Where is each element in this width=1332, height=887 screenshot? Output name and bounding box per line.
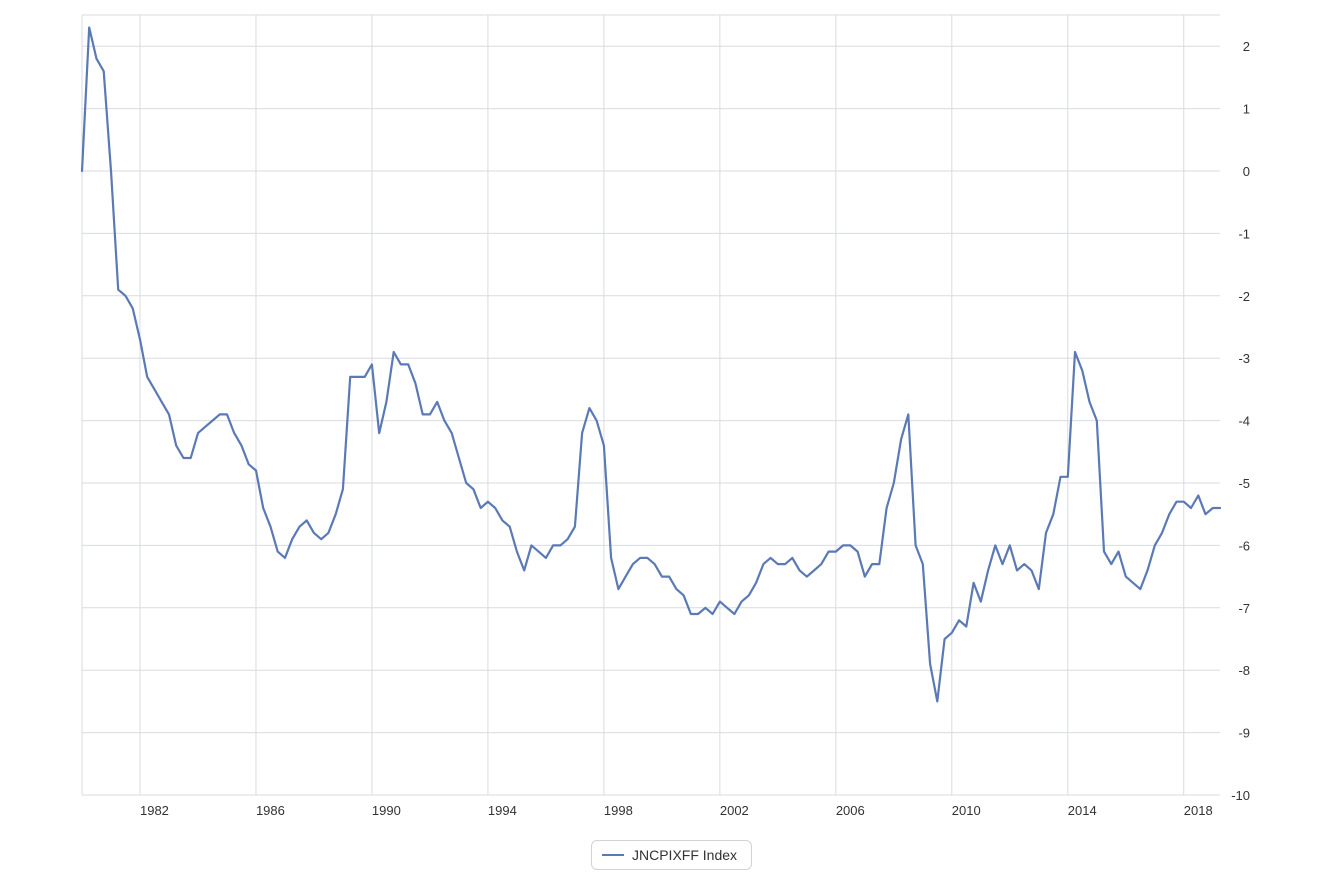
y-tick-label: -10 <box>1231 788 1250 803</box>
horizontal-gridlines <box>82 14 1220 796</box>
vertical-gridlines <box>81 15 1185 795</box>
x-tick-label: 1986 <box>256 803 285 818</box>
y-tick-label: -9 <box>1238 726 1250 741</box>
x-tick-label: 1982 <box>140 803 169 818</box>
x-tick-label: 2018 <box>1184 803 1213 818</box>
legend-label: JNCPIXFF Index <box>632 847 738 863</box>
legend-line-swatch-icon <box>602 854 624 856</box>
x-axis-tick-labels: 1982 1986 1990 1994 1998 2002 2006 2010 2014 2018 <box>140 803 1213 818</box>
y-tick-label: -3 <box>1238 351 1250 366</box>
y-tick-label: 1 <box>1243 102 1250 117</box>
x-tick-label: 2002 <box>720 803 749 818</box>
x-tick-label: 1998 <box>604 803 633 818</box>
y-tick-label: 2 <box>1243 39 1250 54</box>
y-axis-tick-labels: 2 1 0 -1 -2 -3 -4 -5 -6 -7 -8 -9 -10 <box>1231 39 1250 803</box>
x-tick-label: 2014 <box>1068 803 1097 818</box>
legend[interactable]: JNCPIXFF Index <box>591 840 753 870</box>
y-tick-label: -1 <box>1238 226 1250 241</box>
y-tick-label: -6 <box>1238 538 1250 553</box>
y-tick-label: 0 <box>1243 164 1250 179</box>
series-group <box>80 26 1222 703</box>
x-tick-label: 1990 <box>372 803 401 818</box>
y-tick-label: -7 <box>1238 601 1250 616</box>
y-tick-label: -2 <box>1238 289 1250 304</box>
x-tick-label: 1994 <box>488 803 517 818</box>
series-line-1[interactable] <box>80 26 1222 703</box>
x-tick-label: 2010 <box>952 803 981 818</box>
y-tick-label: -4 <box>1238 414 1250 429</box>
y-tick-label: -8 <box>1238 663 1250 678</box>
y-tick-label: -5 <box>1238 476 1250 491</box>
x-tick-label: 2006 <box>836 803 865 818</box>
